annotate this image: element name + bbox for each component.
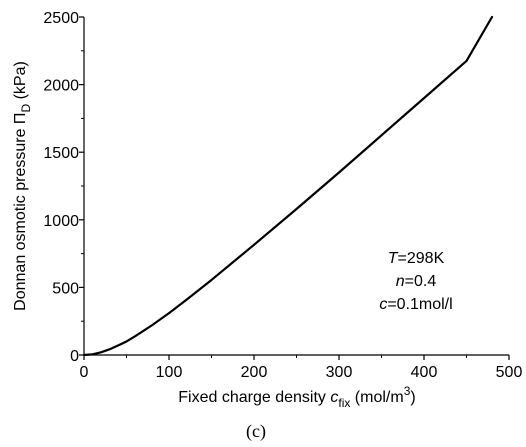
series-line-0: [82, 15, 494, 357]
x-axis-label: Fixed charge density cfix (mol/m3): [178, 384, 415, 410]
x-tick-label: 500: [496, 364, 523, 381]
y-tick-label: 500: [52, 280, 79, 297]
annotation-n: n=0.4: [396, 273, 437, 290]
x-tick-label: 200: [241, 364, 268, 381]
annotation-block: T=298K n=0.4 c=0.1mol/l: [379, 250, 452, 313]
x-tick-label: 400: [411, 364, 438, 381]
y-tick-label: 0: [70, 348, 79, 365]
y-tick-label: 2500: [43, 10, 79, 27]
y-tick-label: 2000: [43, 78, 79, 95]
figure-caption: (c): [246, 421, 266, 442]
x-tick-label: 100: [156, 364, 183, 381]
annotation-concentration: c=0.1mol/l: [379, 296, 452, 313]
y-tick-label: 1000: [43, 213, 79, 230]
x-tick-label: 0: [80, 364, 89, 381]
x-tick-label: 300: [326, 364, 353, 381]
series: [82, 15, 494, 357]
ticks: 0 100 200 300 400 500 0 500 1000 1500 2000 2500: [43, 10, 522, 381]
annotation-temperature: T=298K: [388, 250, 445, 267]
y-tick-label: 1500: [43, 145, 79, 162]
y-axis-label: Donnan osmotic pressure ΠD (kPa): [12, 61, 33, 311]
